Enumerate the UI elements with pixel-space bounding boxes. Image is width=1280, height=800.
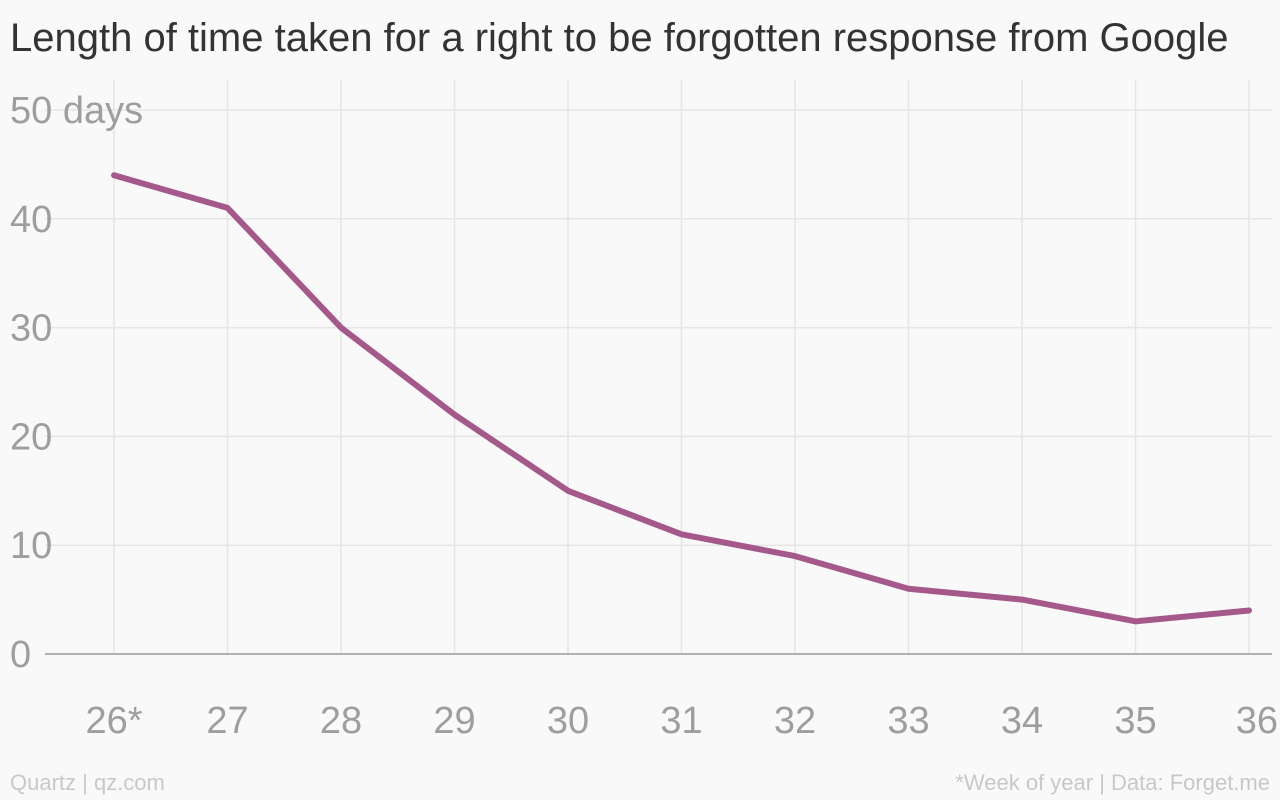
y-tick-label: 10 bbox=[10, 525, 52, 567]
data-source-note: *Week of year | Data: Forget.me bbox=[955, 770, 1270, 795]
y-tick-label: 30 bbox=[10, 308, 52, 350]
source-credit: Quartz | qz.com bbox=[10, 770, 165, 795]
x-tick-label: 30 bbox=[547, 700, 589, 742]
y-tick-label: 50 days bbox=[10, 90, 143, 132]
grid-lines bbox=[45, 80, 1272, 655]
y-tick-label: 20 bbox=[10, 416, 52, 458]
y-tick-label: 0 bbox=[10, 634, 31, 676]
chart-title: Length of time taken for a right to be f… bbox=[10, 16, 1229, 60]
y-axis-tick-labels: 0 10 20 30 40 50 days bbox=[10, 90, 143, 676]
x-tick-label: 31 bbox=[660, 700, 702, 742]
series-layer bbox=[111, 172, 1252, 625]
x-tick-label: 34 bbox=[1001, 700, 1043, 742]
x-tick-label: 26* bbox=[85, 700, 142, 742]
series-line bbox=[111, 172, 1252, 625]
x-tick-label: 29 bbox=[433, 700, 475, 742]
x-tick-label: 35 bbox=[1114, 700, 1156, 742]
x-tick-label: 33 bbox=[887, 700, 929, 742]
x-axis-tick-labels: 26* 27 28 29 30 31 32 33 34 35 36 bbox=[85, 700, 1278, 742]
x-tick-label: 27 bbox=[206, 700, 248, 742]
y-tick-label: 40 bbox=[10, 199, 52, 241]
x-tick-label: 28 bbox=[320, 700, 362, 742]
x-tick-label: 32 bbox=[774, 700, 816, 742]
x-tick-label: 36 bbox=[1236, 700, 1278, 742]
